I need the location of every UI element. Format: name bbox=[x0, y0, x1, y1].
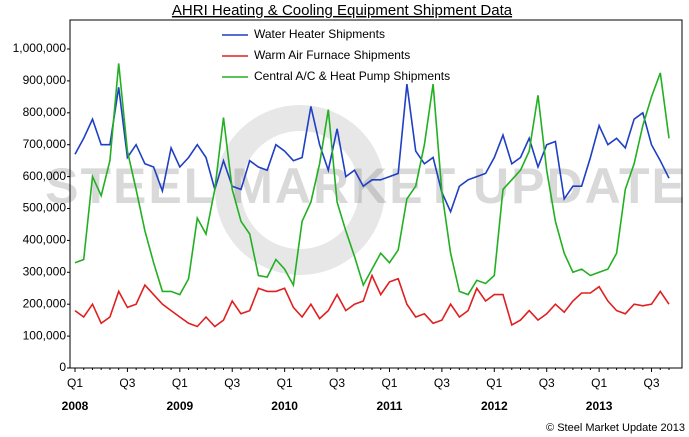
chart-title: AHRI Heating & Cooling Equipment Shipmen… bbox=[172, 2, 513, 19]
x-tick-label: Q3 bbox=[644, 376, 660, 390]
x-tick-label: Q1 bbox=[591, 376, 607, 390]
source: © Steel Market Update 2013 bbox=[546, 422, 685, 434]
series-line bbox=[74, 83, 670, 214]
y-tick-label: 1,000,000 bbox=[13, 41, 67, 55]
year-label: 2008 bbox=[62, 399, 89, 413]
y-tick-label: 200,000 bbox=[23, 296, 67, 310]
watermark-ring bbox=[215, 105, 385, 275]
plot-frame bbox=[69, 19, 683, 369]
x-tick-label: Q1 bbox=[277, 376, 293, 390]
y-tick-label: 300,000 bbox=[23, 264, 67, 278]
x-tick-label: Q3 bbox=[329, 376, 345, 390]
legend-label: Central A/C & Heat Pump Shipments bbox=[254, 69, 450, 83]
x-tick-label: Q1 bbox=[381, 376, 397, 390]
year-label: 2011 bbox=[376, 399, 402, 413]
year-label: 2009 bbox=[166, 399, 193, 413]
x-tick-label: Q3 bbox=[539, 376, 555, 390]
y-tick-label: 0 bbox=[59, 360, 66, 374]
y-tick-label: 400,000 bbox=[23, 233, 67, 247]
watermark: STEEL MARKET UPDATE bbox=[45, 158, 687, 214]
year-label: 2013 bbox=[586, 399, 613, 413]
y-tick-label: 800,000 bbox=[23, 105, 67, 119]
x-tick-label: Q1 bbox=[172, 376, 188, 390]
x-tick-label: Q3 bbox=[224, 376, 240, 390]
year-label: 2010 bbox=[271, 399, 298, 413]
y-tick-label: 100,000 bbox=[23, 328, 67, 342]
series-line bbox=[74, 63, 670, 296]
y-tick-label: 500,000 bbox=[23, 201, 67, 215]
x-tick-label: Q1 bbox=[67, 376, 83, 390]
y-tick-label: 900,000 bbox=[23, 73, 67, 87]
x-tick-label: Q3 bbox=[434, 376, 450, 390]
legend-label: Warm Air Furnace Shipments bbox=[254, 48, 410, 62]
series-line bbox=[74, 273, 670, 328]
legend-label: Water Heater Shipments bbox=[254, 27, 385, 41]
y-tick-label: 600,000 bbox=[23, 169, 67, 183]
y-tick-label: 700,000 bbox=[23, 137, 67, 151]
x-tick-label: Q3 bbox=[119, 376, 135, 390]
year-label: 2012 bbox=[481, 399, 508, 413]
x-tick-label: Q1 bbox=[486, 376, 502, 390]
